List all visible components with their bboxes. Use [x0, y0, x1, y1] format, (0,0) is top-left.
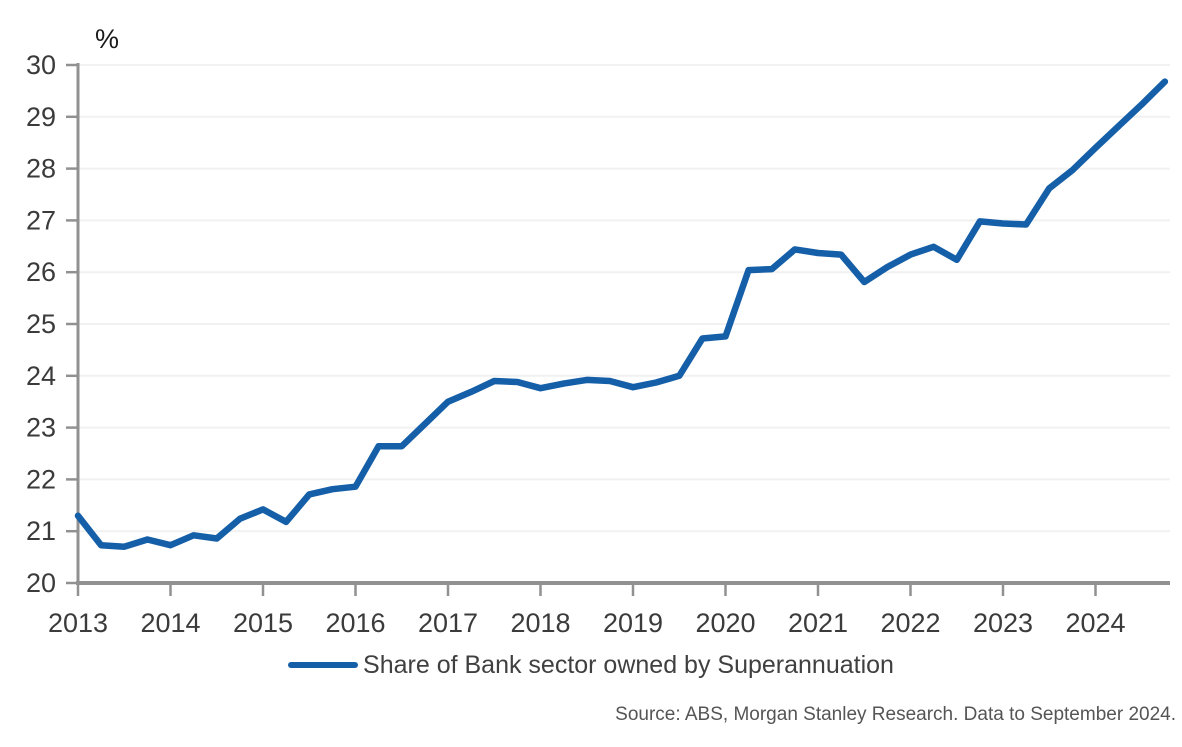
y-tick-label: 25 [26, 309, 56, 339]
x-axis-ticks-labels: 2013 2014 2015 2016 2017 2018 2019 2020 2021 2022… [48, 585, 1126, 638]
y-tick-label: 22 [26, 464, 56, 494]
y-tick-label: 28 [26, 154, 56, 184]
x-tick-label: 2023 [973, 608, 1033, 638]
legend-label: Share of Bank sector owned by Superannua… [363, 651, 894, 679]
x-tick-label: 2019 [603, 608, 663, 638]
x-tick-label: 2018 [510, 608, 570, 638]
y-tick-label: 20 [26, 568, 56, 598]
x-tick-label: 2013 [48, 608, 108, 638]
y-tick-label: 24 [26, 361, 56, 391]
y-tick-label: 30 [26, 50, 56, 80]
y-tick-label: 26 [26, 257, 56, 287]
x-tick-label: 2021 [788, 608, 848, 638]
x-tick-label: 2015 [233, 608, 293, 638]
x-tick-label: 2024 [1065, 608, 1125, 638]
y-tick-label: 21 [26, 516, 56, 546]
source-note: Source: ABS, Morgan Stanley Research. Da… [615, 704, 1176, 725]
y-tick-label: 29 [26, 102, 56, 132]
y-axis-unit-label: % [95, 24, 120, 54]
y-axis-ticks-labels: 20 21 22 23 24 25 26 27 28 29 30 [26, 50, 78, 598]
series-line [74, 78, 1169, 550]
gridlines [78, 64, 1170, 533]
y-tick-label: 23 [26, 413, 56, 443]
x-tick-label: 2016 [325, 608, 385, 638]
x-tick-label: 2017 [418, 608, 478, 638]
x-tick-label: 2022 [880, 608, 940, 638]
legend-line-swatch [288, 662, 359, 668]
x-tick-label: 2014 [140, 608, 200, 638]
y-tick-label: 27 [26, 205, 56, 235]
legend: Share of Bank sector owned by Superannua… [0, 650, 1182, 680]
x-tick-label: 2020 [695, 608, 755, 638]
